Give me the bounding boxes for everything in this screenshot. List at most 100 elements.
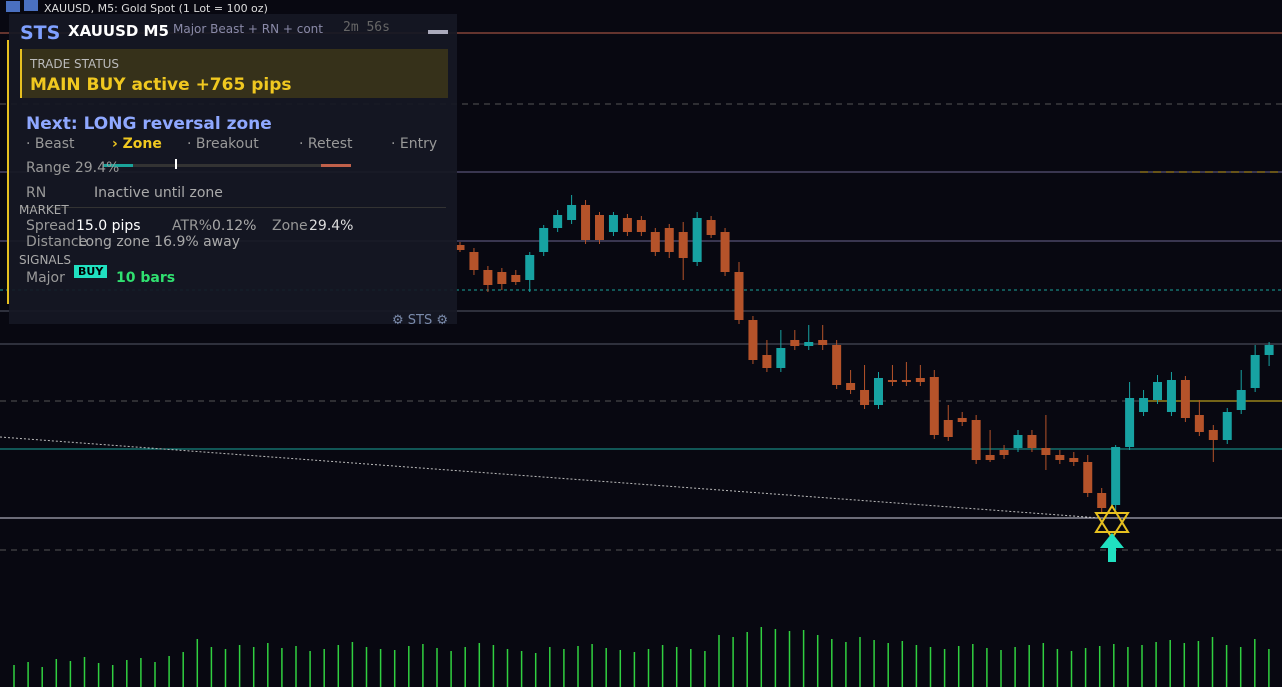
zone: 29.4% [309,218,354,234]
candle-body [1264,345,1274,355]
candle-body [1180,380,1190,418]
title-bar: XAUUSD, M5: Gold Spot (1 Lot = 100 oz) [0,0,460,15]
status-box [20,49,448,98]
candle-body [860,390,870,405]
candle-body [567,205,577,220]
candle-body [455,245,465,250]
candle-body [901,380,911,382]
candle-body [790,340,800,346]
candle-body [1055,455,1065,460]
status: MAIN BUY active +765 pips [30,75,292,95]
candle-body [985,455,995,460]
candle-body [957,418,967,422]
candle-body [720,232,730,272]
candle-body [1069,458,1079,462]
step: · Retest [299,136,353,152]
zone-label: Zone [272,218,308,234]
candle-body [1041,448,1051,455]
candle-body [678,232,688,258]
progress-fill [103,164,133,167]
distance: Long zone 16.9% away [78,234,240,250]
rn-value: Inactive until zone [94,185,223,201]
distance-label: Distance [26,234,88,250]
step: · Beast [26,136,75,152]
candle-body [608,215,618,232]
candle-body [1013,435,1023,448]
volume [13,627,1270,687]
candle-body [497,272,507,284]
candle-body [929,377,939,435]
progress-marker [175,159,177,169]
signals-label: SIGNALS [19,253,71,267]
status-label: TRADE STATUS [30,57,120,71]
progress-track [103,164,351,167]
spread: 15.0 pips [76,218,141,234]
candle-body [553,215,563,228]
candle-body [846,383,856,390]
minimize-icon[interactable] [428,30,448,34]
candle-body [943,420,953,437]
candle-body [1097,493,1107,508]
candle-body [1250,355,1260,388]
timer: 2m 56s [343,20,390,35]
star-icon [1094,512,1130,540]
candle-body [1236,390,1246,410]
candle-body [887,380,897,382]
candle-body [483,270,493,285]
mode: Major Beast + RN + cont [173,22,323,36]
candle-body [650,232,660,252]
candle-body [595,215,604,240]
candle-body [1222,412,1232,440]
candle-body [804,342,814,346]
range: Range 29.4% [26,160,120,176]
candle-body [776,348,786,368]
atr-label: ATR% [172,218,213,234]
major-label: Major [26,270,65,286]
candle-body [469,252,479,270]
candle-body [818,340,828,345]
candle-body [622,218,632,232]
buy-arrow [1100,533,1124,562]
step: · Breakout [187,136,259,152]
market-label: MARKET [19,203,69,217]
candle-body [692,218,702,262]
next: Next: LONG reversal zone [26,114,272,134]
candle-body [525,255,535,280]
rn-label: RN [26,185,47,201]
candle-body [832,345,842,385]
step: › Zone [112,136,162,152]
candle-body [748,320,758,360]
spread-label: Spread [26,218,76,234]
candle-body [999,450,1009,455]
divider [20,207,446,208]
candle-body [1083,462,1093,493]
candle-body [1166,380,1176,412]
candle-body [1208,430,1218,440]
candle-body [734,272,744,320]
atr: 0.12% [212,218,257,234]
progress-end [321,164,351,167]
candle-body [874,378,883,405]
step: · Entry [391,136,438,152]
star-icon [1094,504,1130,533]
bars: 10 bars [116,270,176,286]
candle-body [1153,382,1162,400]
candle-body [581,205,591,240]
accent-bar [7,40,9,304]
candle-body [511,275,521,282]
candle-body [1125,398,1135,447]
candle-body [1111,447,1121,505]
candle-body [539,228,549,252]
panel-footer[interactable]: ⚙ STS ⚙ [392,313,449,328]
candle-body [1027,435,1037,448]
candle-body [1139,398,1149,412]
candle-body [971,420,981,460]
candles [455,195,1274,512]
candle-body [915,378,925,382]
brand: STS [20,22,61,44]
candle-body [762,355,772,368]
candle-body [636,220,646,232]
candle-body [664,228,674,252]
buy-badge: BUY [74,265,108,278]
